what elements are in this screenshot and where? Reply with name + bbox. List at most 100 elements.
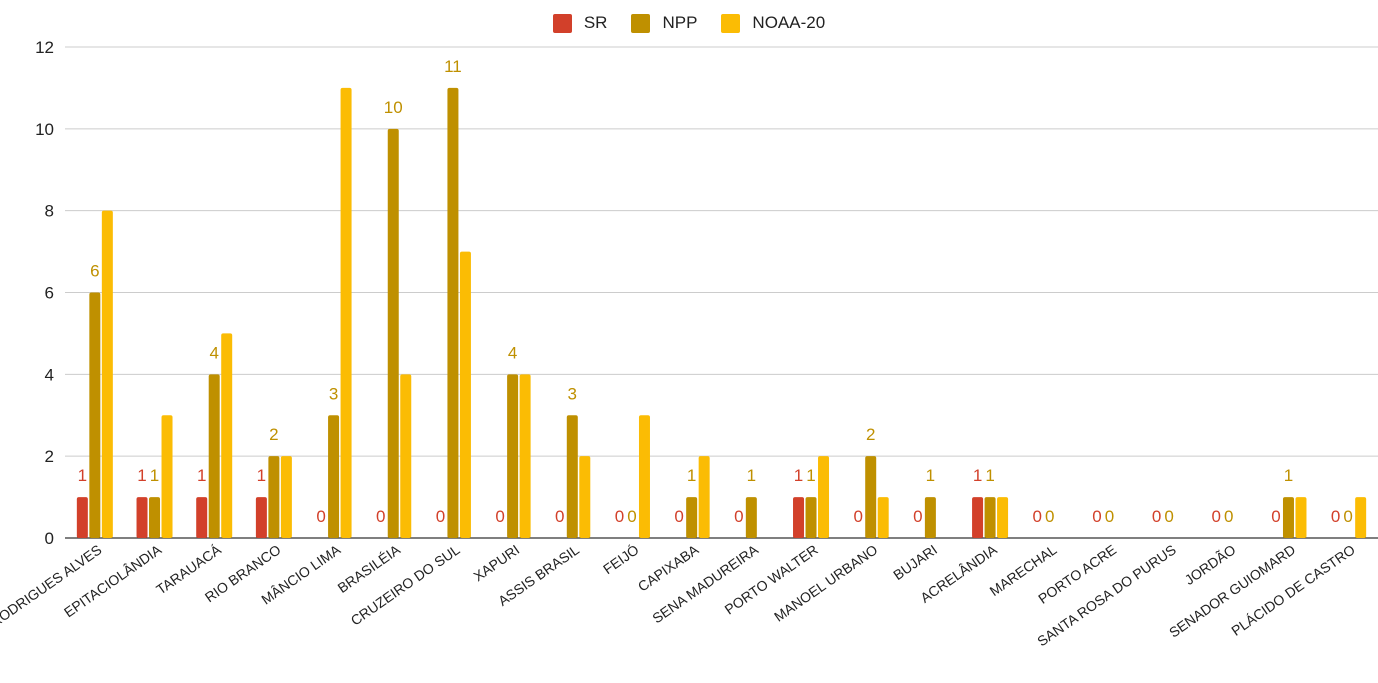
x-tick-label: MANOEL URBANO (771, 541, 881, 624)
legend-label: SR (583, 13, 608, 32)
bar-noaa-20-tarauaca: NOAA-20 — TARAUACÁ: 5 (221, 333, 233, 538)
data-label: 2 (269, 425, 278, 444)
data-label: 0 (674, 507, 683, 526)
bar-sr-porto-walter: SR — PORTO WALTER: 1 (793, 497, 805, 538)
data-label: 6 (90, 262, 99, 281)
y-tick-label: 8 (45, 202, 54, 221)
chart-legend: SR NPP NOAA-20 (0, 13, 1378, 33)
x-tick-label: RODRIGUES ALVES (0, 541, 105, 630)
data-label: 0 (376, 507, 385, 526)
bar-npp-porto-walter: NPP — PORTO WALTER: 1 (805, 497, 817, 538)
legend-item-sr[interactable]: SR (552, 13, 608, 33)
bar-noaa-20-cruzeiro-do-sul: NOAA-20 — CRUZEIRO DO SUL: 7 (459, 251, 471, 539)
x-tick-label: EPITACIOLÂNDIA (61, 541, 165, 620)
x-tick-label: SENA MADUREIRA (649, 541, 761, 626)
data-label: 1 (78, 466, 87, 485)
data-label: 10 (384, 98, 403, 117)
bar-npp-senador-guiomard: NPP — SENADOR GUIOMARD: 1 (1282, 497, 1294, 538)
bar-sr-acrelandia: SR — ACRELÂNDIA: 1 (972, 497, 984, 538)
data-label: 0 (1164, 507, 1173, 526)
bar-noaa-20-capixaba: NOAA-20 — CAPIXABA: 2 (698, 456, 710, 538)
bar-npp-bujari: NPP — BUJARI: 1 (924, 497, 936, 538)
bar-npp-sena-madureira: NPP — SENA MADUREIRA: 1 (745, 497, 757, 538)
data-label: 0 (436, 507, 445, 526)
data-label: 0 (734, 507, 743, 526)
bar-npp-capixaba: NPP — CAPIXABA: 1 (686, 497, 698, 538)
y-tick-label: 12 (35, 38, 54, 57)
bar-sr-tarauaca: SR — TARAUACÁ: 1 (196, 497, 208, 538)
y-tick-label: 0 (45, 529, 54, 548)
bar-npp-rio-branco: NPP — RIO BRANCO: 2 (268, 456, 280, 538)
bar-npp-rodrigues-alves: NPP — RODRIGUES ALVES: 6 (89, 292, 101, 538)
data-label: 0 (1212, 507, 1221, 526)
data-label: 1 (150, 466, 159, 485)
data-label: 0 (627, 507, 636, 526)
bar-npp-acrelandia: NPP — ACRELÂNDIA: 1 (984, 497, 996, 538)
data-label: 2 (866, 425, 875, 444)
data-label: 4 (209, 343, 218, 362)
x-tick-label: CRUZEIRO DO SUL (348, 541, 463, 628)
data-label: 1 (926, 466, 935, 485)
data-label: 1 (973, 466, 982, 485)
bar-npp-cruzeiro-do-sul: NPP — CRUZEIRO DO SUL: 11 (447, 87, 459, 539)
data-label: 1 (747, 466, 756, 485)
data-label: 11 (444, 57, 462, 76)
data-label: 1 (137, 466, 146, 485)
legend-swatch (631, 13, 651, 33)
legend-swatch (721, 13, 741, 33)
data-label: 0 (1045, 507, 1054, 526)
bar-noaa-20-rio-branco: NOAA-20 — RIO BRANCO: 2 (280, 456, 292, 538)
data-label: 0 (853, 507, 862, 526)
data-label: 0 (913, 507, 922, 526)
bar-noaa-20-porto-walter: NOAA-20 — PORTO WALTER: 2 (818, 456, 830, 538)
data-label: 0 (1152, 507, 1161, 526)
data-label: 1 (687, 466, 696, 485)
bar-noaa-20-placido-de-castro: NOAA-20 — PLÁCIDO DE CASTRO: 1 (1355, 497, 1367, 538)
x-tick-label: XAPURI (470, 541, 522, 584)
bar-noaa-20-xapuri: NOAA-20 — XAPURI: 4 (519, 374, 531, 538)
legend-label: NOAA-20 (752, 13, 826, 32)
x-tick-label: BUJARI (890, 541, 940, 583)
data-label: 1 (794, 466, 803, 485)
bar-npp-tarauaca: NPP — TARAUACÁ: 4 (208, 374, 220, 538)
bar-noaa-20-feijo: NOAA-20 — FEIJÓ: 3 (638, 415, 650, 538)
data-label: 0 (1224, 507, 1233, 526)
data-label: 3 (568, 384, 577, 403)
data-label: 1 (257, 466, 266, 485)
bar-npp-assis-brasil: NPP — ASSIS BRASIL: 3 (566, 415, 578, 538)
data-label: 0 (1092, 507, 1101, 526)
data-label: 1 (197, 466, 206, 485)
x-tick-label: FEIJÓ (600, 541, 642, 577)
data-label: 0 (1343, 507, 1352, 526)
data-label: 0 (1331, 507, 1340, 526)
data-label: 4 (508, 343, 517, 362)
bar-noaa-20-assis-brasil: NOAA-20 — ASSIS BRASIL: 2 (579, 456, 591, 538)
legend-item-noaa-20[interactable]: NOAA-20 (721, 13, 825, 33)
legend-item-npp[interactable]: NPP (631, 13, 697, 33)
bar-npp-brasileia: NPP — BRASILÉIA: 10 (387, 128, 399, 539)
bar-noaa-20-mancio-lima: NOAA-20 — MÂNCIO LIMA: 11 (340, 87, 352, 539)
data-label: 1 (985, 466, 994, 485)
bar-npp-manoel-urbano: NPP — MANOEL URBANO: 2 (865, 456, 877, 538)
data-label: 0 (316, 507, 325, 526)
bar-npp-epitaciolandia: NPP — EPITACIOLÂNDIA: 1 (149, 497, 161, 538)
bar-sr-rio-branco: SR — RIO BRANCO: 1 (255, 497, 267, 538)
x-tick-label: JORDÃO (1182, 541, 1239, 588)
data-label: 0 (615, 507, 624, 526)
legend-swatch (552, 13, 572, 33)
bar-npp-xapuri: NPP — XAPURI: 4 (507, 374, 519, 538)
data-label: 0 (495, 507, 504, 526)
y-tick-label: 2 (45, 447, 54, 466)
bar-noaa-20-epitaciolandia: NOAA-20 — EPITACIOLÂNDIA: 3 (161, 415, 173, 538)
data-label: 0 (555, 507, 564, 526)
y-tick-label: 6 (45, 284, 54, 303)
bar-sr-epitaciolandia: SR — EPITACIOLÂNDIA: 1 (136, 497, 148, 538)
data-label: 3 (329, 384, 338, 403)
bar-noaa-20-rodrigues-alves: NOAA-20 — RODRIGUES ALVES: 8 (101, 210, 113, 538)
data-label: 0 (1105, 507, 1114, 526)
data-label: 1 (1284, 466, 1293, 485)
y-tick-label: 4 (45, 365, 54, 384)
data-label: 0 (1271, 507, 1280, 526)
